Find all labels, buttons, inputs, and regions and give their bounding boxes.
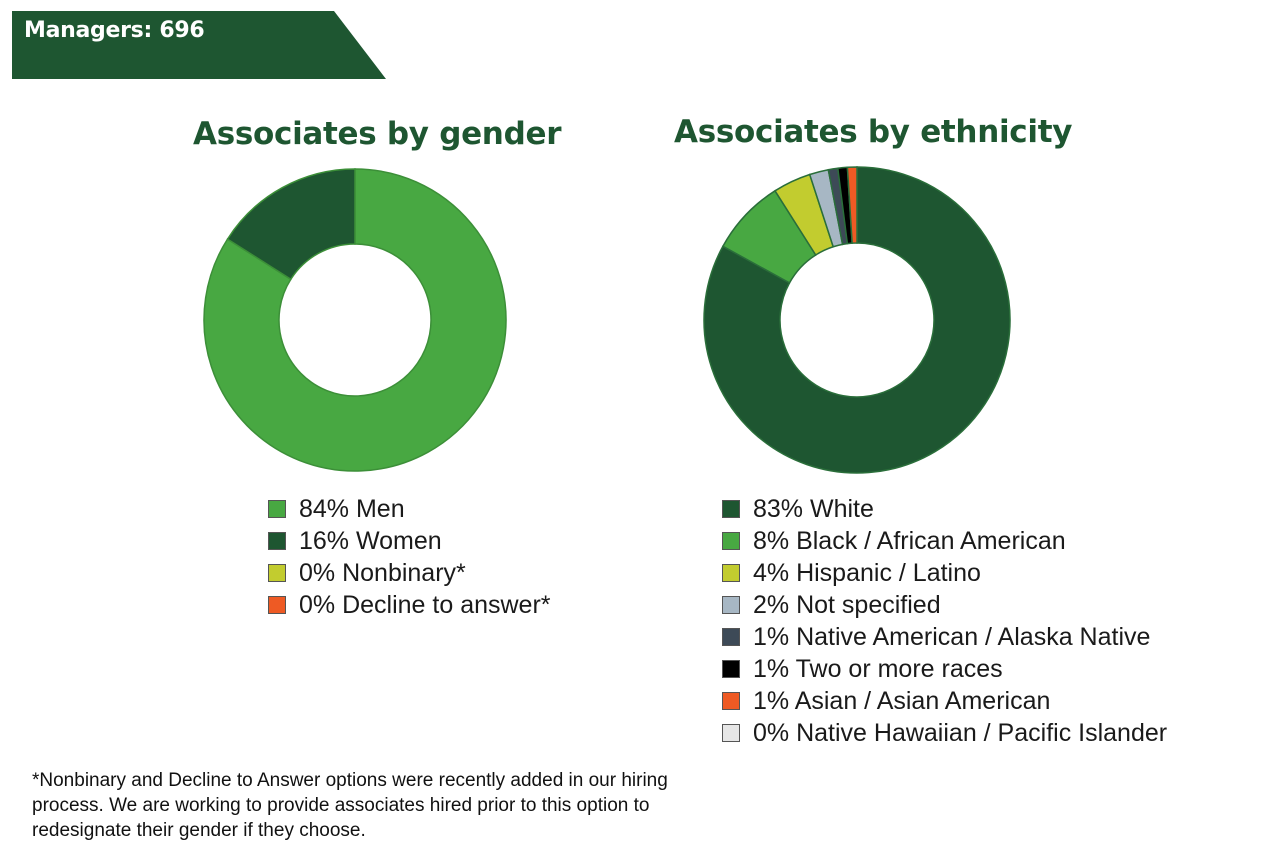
ethnicity-legend-label: 8% Black / African American (753, 526, 1066, 555)
ethnicity-slice-white (703, 166, 1011, 474)
gender-legend-swatch (268, 500, 286, 518)
gender-legend: 84% Men 16% Women 0% Nonbinary* 0% Decline … (268, 493, 551, 621)
gender-legend-item: 0% Nonbinary* (268, 557, 551, 589)
gender-legend-item: 16% Women (268, 525, 551, 557)
ethnicity-legend-item: 1% Asian / Asian American (722, 685, 1167, 717)
ethnicity-chart-title: Associates by ethnicity (674, 114, 1073, 150)
ethnicity-legend-label: 1% Two or more races (753, 654, 1003, 683)
ethnicity-legend-swatch (722, 500, 740, 518)
gender-legend-item: 84% Men (268, 493, 551, 525)
ethnicity-donut-chart (703, 166, 1011, 474)
gender-legend-label: 84% Men (299, 494, 405, 523)
gender-legend-swatch (268, 532, 286, 550)
footnote: *Nonbinary and Decline to Answer options… (32, 770, 668, 841)
ethnicity-legend-label: 2% Not specified (753, 590, 941, 619)
header-banner (12, 11, 386, 79)
ethnicity-legend-swatch (722, 532, 740, 550)
gender-chart-title: Associates by gender (193, 116, 562, 152)
ethnicity-legend-item: 1% Native American / Alaska Native (722, 621, 1167, 653)
ethnicity-slice-asian-asian-american (846, 166, 858, 244)
gender-legend-label: 16% Women (299, 526, 442, 555)
ethnicity-legend-item: 8% Black / African American (722, 525, 1167, 557)
ethnicity-legend-swatch (722, 724, 740, 742)
ethnicity-legend-label: 4% Hispanic / Latino (753, 558, 981, 587)
gender-slice-men (203, 168, 507, 472)
gender-legend-label: 0% Nonbinary* (299, 558, 466, 587)
gender-legend-swatch (268, 564, 286, 582)
gender-slice-women (226, 168, 356, 281)
ethnicity-legend: 83% White 8% Black / African American 4% H… (722, 493, 1167, 749)
ethnicity-legend-swatch (722, 596, 740, 614)
ethnicity-legend-item: 83% White (722, 493, 1167, 525)
page-title: Managers: 696 (24, 18, 205, 43)
ethnicity-legend-swatch (722, 564, 740, 582)
ethnicity-legend-swatch (722, 628, 740, 646)
ethnicity-legend-label: 1% Asian / Asian American (753, 686, 1051, 715)
ethnicity-legend-label: 0% Native Hawaiian / Pacific Islander (753, 718, 1168, 747)
ethnicity-legend-swatch (722, 692, 740, 710)
ethnicity-legend-swatch (722, 660, 740, 678)
ethnicity-legend-item: 2% Not specified (722, 589, 1167, 621)
ethnicity-legend-label: 1% Native American / Alaska Native (753, 622, 1151, 651)
gender-legend-swatch (268, 596, 286, 614)
gender-donut-chart (203, 168, 507, 472)
ethnicity-legend-item: 0% Native Hawaiian / Pacific Islander (722, 717, 1167, 749)
ethnicity-legend-label: 83% White (753, 494, 874, 523)
ethnicity-legend-item: 1% Two or more races (722, 653, 1167, 685)
gender-legend-item: 0% Decline to answer* (268, 589, 551, 621)
gender-legend-label: 0% Decline to answer* (299, 590, 551, 619)
ethnicity-legend-item: 4% Hispanic / Latino (722, 557, 1167, 589)
